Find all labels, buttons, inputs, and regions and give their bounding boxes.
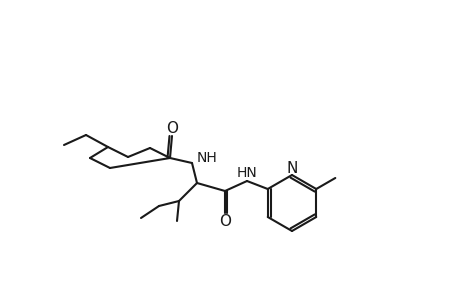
Text: N: N xyxy=(285,160,297,175)
Text: HN: HN xyxy=(236,166,257,180)
Text: O: O xyxy=(166,121,178,136)
Text: O: O xyxy=(218,214,230,229)
Text: NH: NH xyxy=(196,151,217,165)
